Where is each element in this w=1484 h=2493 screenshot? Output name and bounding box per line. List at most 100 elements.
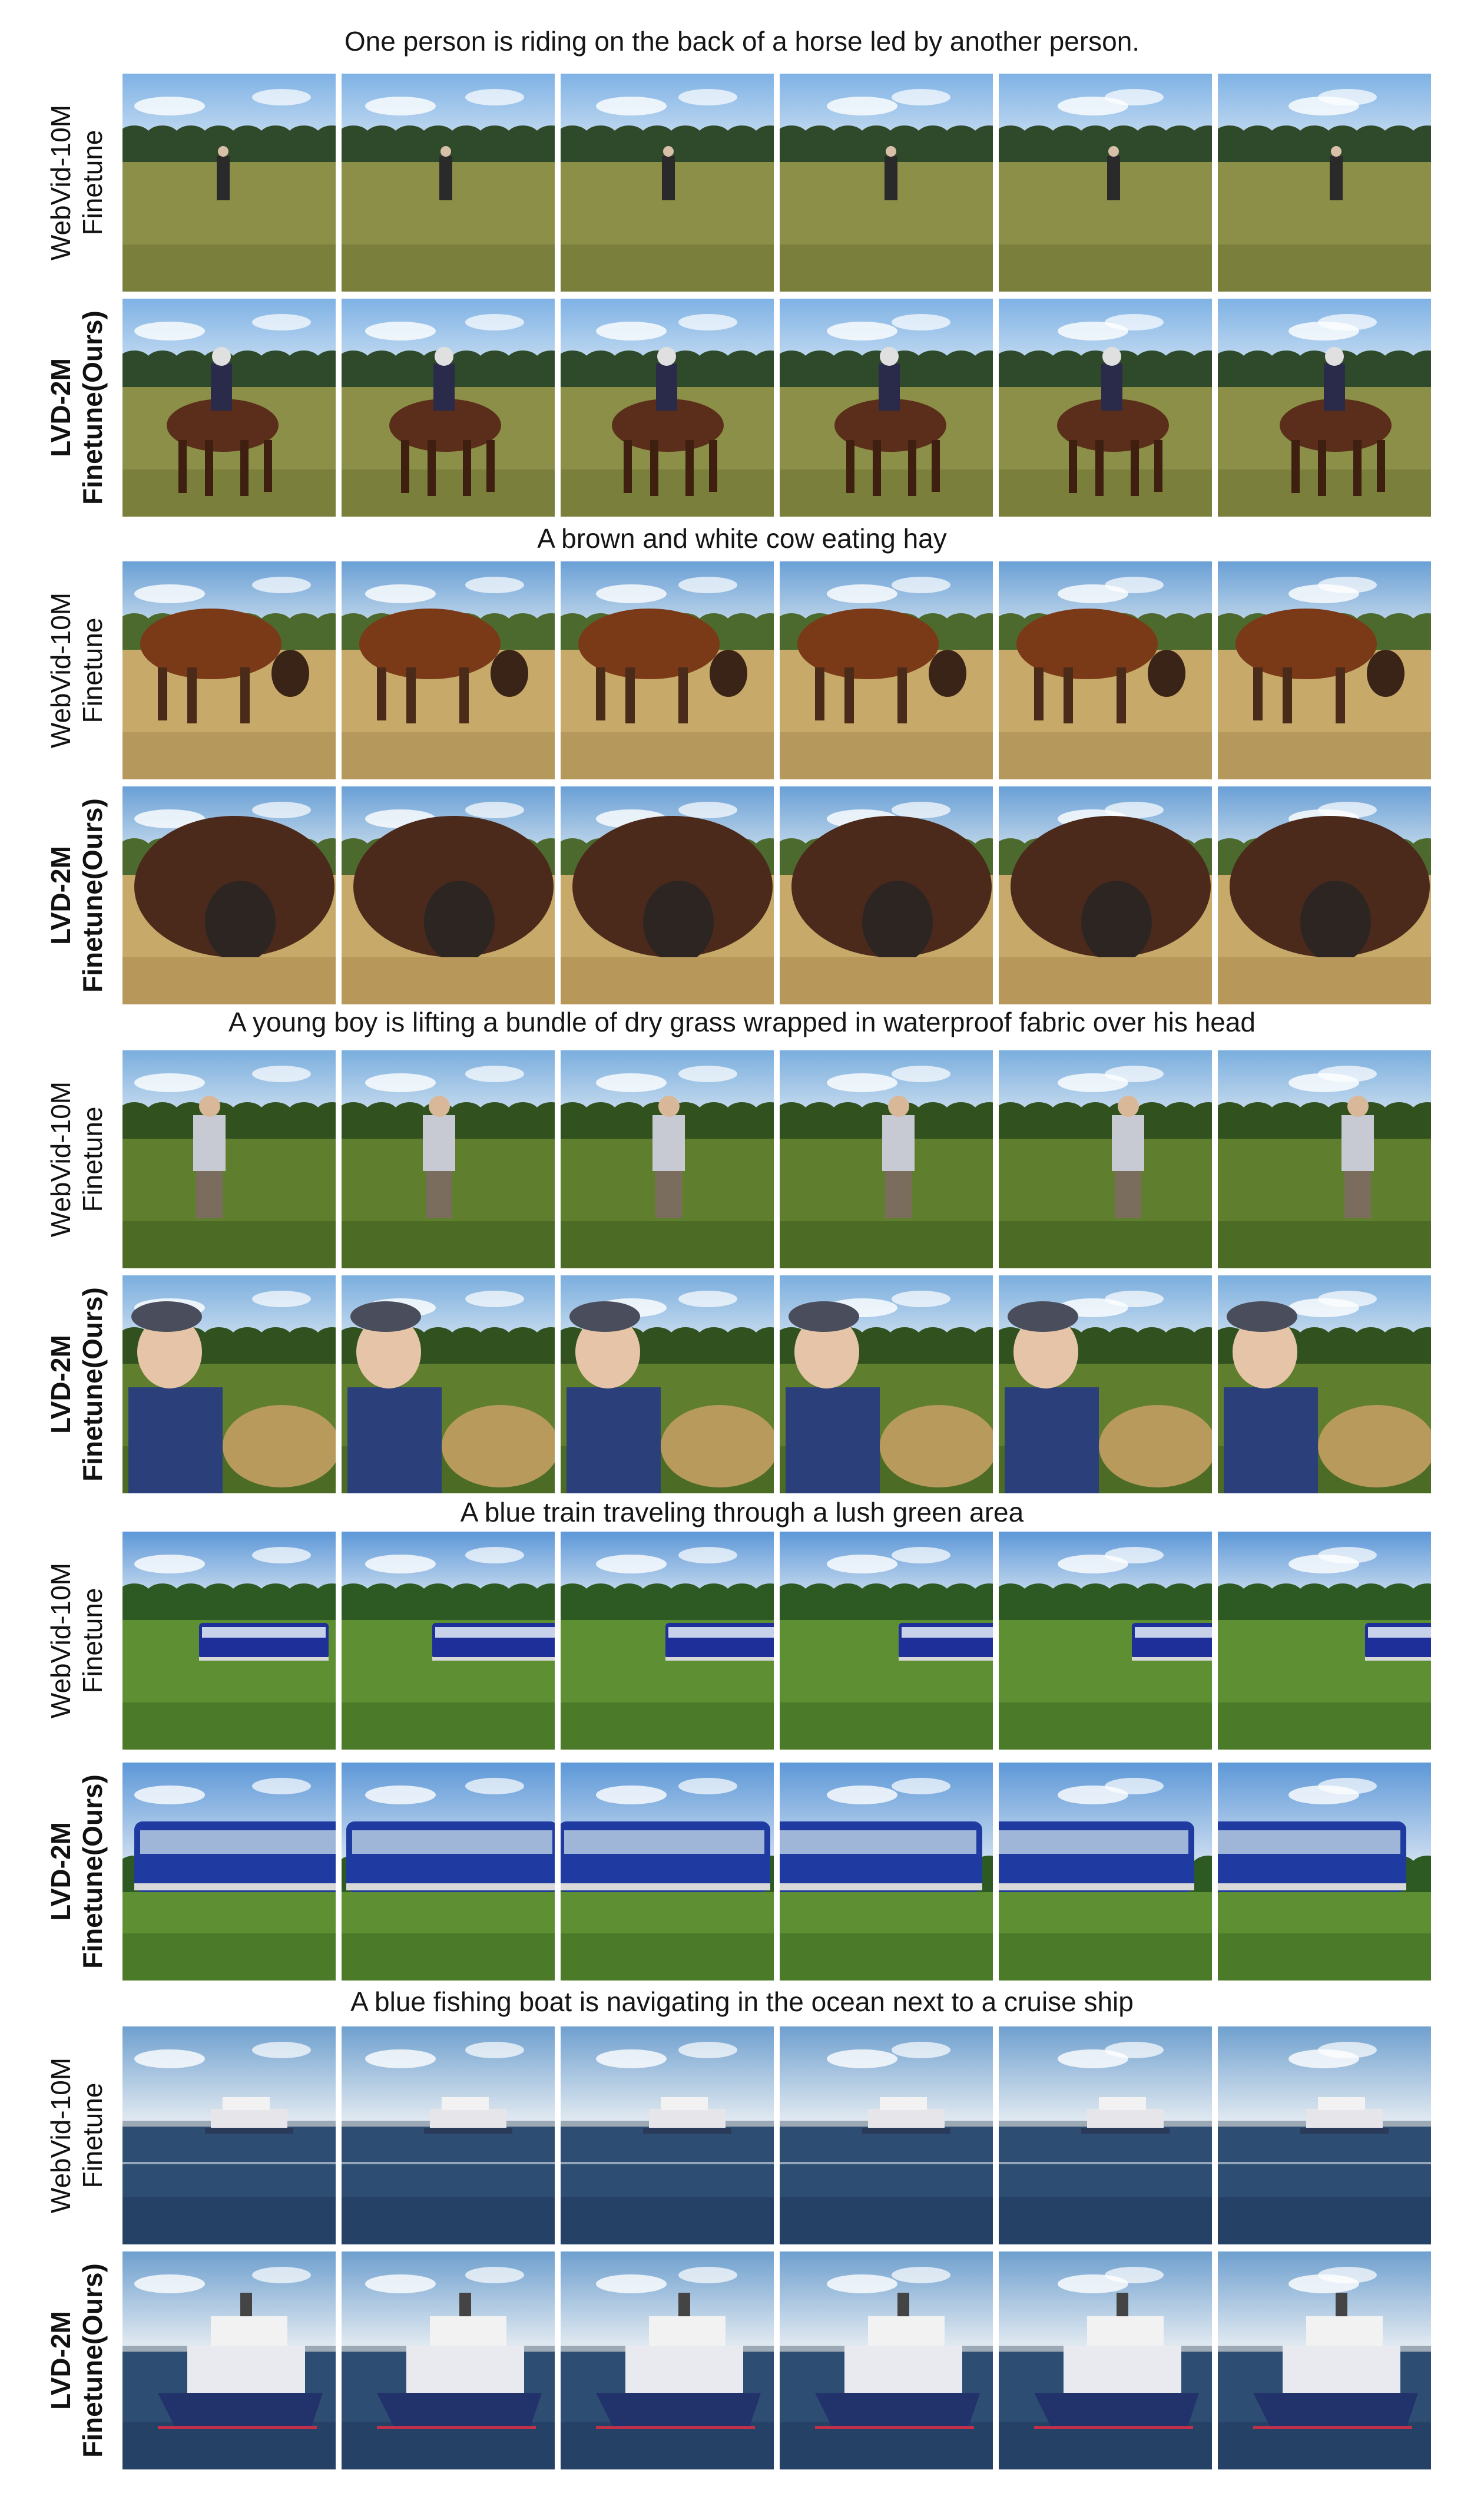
- row-label: LVD-2M Finetune(Ours): [35, 299, 118, 517]
- video-frame-image: [780, 786, 993, 1004]
- video-frame-image: [1218, 1532, 1431, 1750]
- video-frame: [780, 1532, 993, 1750]
- video-frame: [342, 74, 555, 292]
- video-frame-image: [999, 299, 1212, 517]
- video-frame-image: [561, 786, 774, 1004]
- video-frame: [561, 1050, 774, 1268]
- video-frame-image: [561, 2026, 774, 2244]
- video-frame-image: [122, 1050, 336, 1268]
- video-frame: [561, 786, 774, 1004]
- video-frame: [561, 74, 774, 292]
- video-frame-image: [999, 786, 1212, 1004]
- video-frame: [1218, 1763, 1431, 1980]
- video-frame-image: [122, 1532, 336, 1750]
- row-label-line1: WebVid-10M: [45, 1081, 76, 1238]
- row-horse-webvid: WebVid-10M Finetune: [0, 74, 1484, 292]
- row-cow-lvd: LVD-2M Finetune(Ours): [0, 786, 1484, 1004]
- row-label-line2: Finetune: [77, 1588, 108, 1694]
- video-frame: [780, 786, 993, 1004]
- row-label: WebVid-10M Finetune: [35, 2026, 118, 2244]
- video-frame: [561, 1763, 774, 1980]
- video-frame: [122, 1275, 336, 1493]
- row-label: LVD-2M Finetune(Ours): [35, 1275, 118, 1493]
- video-frame: [1218, 1050, 1431, 1268]
- video-frame-image: [780, 1532, 993, 1750]
- video-frame-image: [561, 74, 774, 292]
- video-frame: [1218, 299, 1431, 517]
- video-frame: [1218, 2251, 1431, 2469]
- row-label-line2: Finetune: [77, 1106, 108, 1212]
- video-frame: [561, 1275, 774, 1493]
- video-frame: [999, 1763, 1212, 1980]
- video-frame-image: [780, 2026, 993, 2244]
- video-frame-image: [561, 1050, 774, 1268]
- video-frame-image: [1218, 74, 1431, 292]
- video-frame-image: [1218, 1050, 1431, 1268]
- video-frame: [561, 2251, 774, 2469]
- video-frame-image: [999, 1763, 1212, 1980]
- video-frame: [999, 1532, 1212, 1750]
- video-frame: [122, 1050, 336, 1268]
- caption-boy: A young boy is lifting a bundle of dry g…: [228, 1007, 1256, 1037]
- video-frame: [122, 2026, 336, 2244]
- video-frame-image: [1218, 1763, 1431, 1980]
- caption-boat: A blue fishing boat is navigating in the…: [350, 1986, 1134, 2017]
- video-frame-image: [780, 1275, 993, 1493]
- row-label-line2: Finetune: [77, 130, 108, 236]
- video-frame: [561, 1532, 774, 1750]
- video-frame-image: [342, 561, 555, 779]
- row-label-line2: Finetune(Ours): [77, 1774, 108, 1969]
- row-label-line1: WebVid-10M: [45, 104, 76, 261]
- video-frame-image: [122, 2026, 336, 2244]
- video-frame: [561, 2026, 774, 2244]
- video-frame-image: [999, 1532, 1212, 1750]
- video-frame: [342, 1763, 555, 1980]
- row-train-webvid: WebVid-10M Finetune: [0, 1532, 1484, 1750]
- video-frame-image: [561, 1532, 774, 1750]
- row-label-line2: Finetune(Ours): [77, 2263, 108, 2458]
- video-frame: [122, 786, 336, 1004]
- video-frame: [780, 299, 993, 517]
- video-frame: [342, 299, 555, 517]
- video-frame-image: [999, 1275, 1212, 1493]
- video-frame: [999, 74, 1212, 292]
- video-frame-image: [122, 786, 336, 1004]
- video-frame-image: [780, 1763, 993, 1980]
- video-frame: [561, 561, 774, 779]
- video-frame-image: [780, 2251, 993, 2469]
- row-label-line1: WebVid-10M: [45, 1562, 76, 1719]
- row-label-line2: Finetune(Ours): [77, 310, 108, 505]
- video-frame: [780, 2251, 993, 2469]
- video-frame-image: [780, 1050, 993, 1268]
- video-frame-image: [342, 2026, 555, 2244]
- video-frame: [1218, 561, 1431, 779]
- video-frame-image: [342, 786, 555, 1004]
- video-frame-image: [561, 299, 774, 517]
- row-label-line1: LVD-2M: [45, 358, 77, 457]
- video-frame-image: [342, 1050, 555, 1268]
- video-frame: [342, 561, 555, 779]
- caption-horse: One person is riding on the back of a ho…: [344, 26, 1140, 57]
- video-frame-image: [122, 561, 336, 779]
- video-frame: [780, 2026, 993, 2244]
- video-frame: [122, 2251, 336, 2469]
- row-label: WebVid-10M Finetune: [35, 1050, 118, 1268]
- video-frame: [342, 1275, 555, 1493]
- video-frame: [780, 1275, 993, 1493]
- video-frame: [122, 561, 336, 779]
- video-frame-image: [342, 299, 555, 517]
- row-label-line2: Finetune(Ours): [77, 1287, 108, 1482]
- video-frame-image: [780, 299, 993, 517]
- video-frame-image: [342, 2251, 555, 2469]
- row-boat-webvid: WebVid-10M Finetune: [0, 2026, 1484, 2244]
- row-label-line1: WebVid-10M: [45, 592, 76, 749]
- video-frame-image: [342, 1275, 555, 1493]
- video-frame-image: [1218, 299, 1431, 517]
- row-label-line2: Finetune: [77, 2082, 108, 2188]
- row-boy-lvd: LVD-2M Finetune(Ours): [0, 1275, 1484, 1493]
- video-frame-image: [122, 1275, 336, 1493]
- row-label-line1: WebVid-10M: [45, 2057, 76, 2214]
- video-frame: [999, 2251, 1212, 2469]
- video-frame: [999, 561, 1212, 779]
- video-frame-image: [342, 1532, 555, 1750]
